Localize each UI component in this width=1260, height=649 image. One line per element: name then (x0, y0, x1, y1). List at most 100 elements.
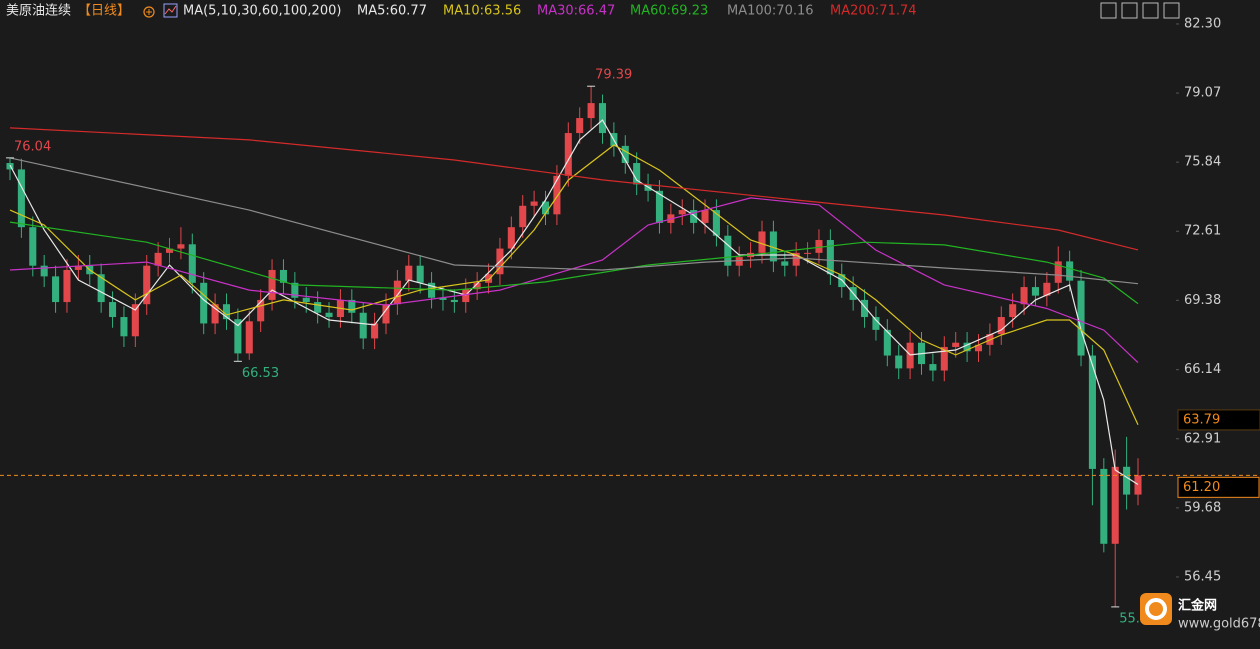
candle-body (268, 269, 276, 300)
candle-body (314, 302, 322, 313)
candle-body (473, 282, 481, 290)
candle-body (17, 169, 25, 228)
candle-body (1043, 282, 1051, 296)
tool-button[interactable] (1163, 2, 1180, 19)
candle-body (393, 280, 401, 305)
candle-body (131, 304, 139, 337)
candle-body (177, 244, 185, 249)
candle-body (29, 227, 37, 266)
candle-body (1134, 475, 1142, 495)
candle-body (690, 210, 698, 223)
candle-body (1031, 287, 1039, 296)
add-icon[interactable] (143, 6, 155, 18)
tool-button[interactable] (1142, 2, 1159, 19)
candle-body (507, 227, 515, 249)
candle-body (1066, 261, 1074, 281)
candle-body (462, 289, 470, 303)
legend-entry: MA30:66.47 (537, 4, 615, 19)
tool-button[interactable] (1100, 2, 1117, 19)
candle-body (895, 355, 903, 369)
y-tick-label: 82.30 (1184, 16, 1221, 31)
candle-body (815, 240, 823, 253)
candle-body (735, 257, 743, 266)
y-tick-label: 72.61 (1184, 224, 1221, 239)
candle-body (940, 346, 948, 371)
ma-line (9, 157, 1139, 285)
logo-icon (1145, 598, 1167, 620)
candle-body (302, 297, 310, 303)
candle-body (74, 265, 82, 270)
candle-body (382, 304, 390, 324)
candle-body (143, 265, 151, 305)
candle-body (952, 342, 960, 347)
ref-price-label: 63.79 (1183, 412, 1220, 427)
candle-body (553, 175, 561, 215)
candle-body (325, 312, 333, 318)
candle-body (1100, 468, 1108, 544)
plot: 82.30 79.07 75.84 72.61 69.38 66.14 62.91 59.68… (0, 16, 1260, 626)
candle-body (655, 190, 663, 223)
y-tick-label: 56.45 (1184, 569, 1221, 584)
indicator-icon[interactable] (163, 3, 178, 18)
candle-body (564, 133, 572, 176)
ma-line (9, 197, 1139, 364)
candle-body (712, 210, 720, 236)
candle-body (1054, 261, 1062, 283)
candle-body (530, 201, 538, 206)
candle-body (804, 252, 812, 254)
candle-body (371, 323, 379, 339)
candle-body (257, 299, 265, 322)
candle-body (792, 252, 800, 266)
extreme-label: 76.04 (14, 139, 51, 154)
candle-body (222, 304, 231, 320)
logo: 汇金网 www.gold678.com (1140, 593, 1260, 632)
candle-body (598, 103, 607, 134)
candle-body (769, 231, 777, 262)
legend-entry: MA10:63.56 (443, 4, 521, 19)
candle-body (576, 118, 584, 134)
candle-body (1123, 466, 1131, 495)
candle-body (416, 265, 424, 283)
candle-body (200, 282, 208, 324)
candle-body (541, 201, 550, 215)
indicator-icon (164, 5, 177, 15)
candle-body (1077, 280, 1085, 356)
ma-label: MA(5,10,30,60,100,200) (183, 4, 341, 19)
candle-body (245, 321, 253, 354)
y-tick-label: 62.91 (1184, 431, 1221, 446)
legend-entry: MA200:71.74 (830, 4, 917, 19)
candle-body (211, 304, 219, 324)
period: 【日线】 (78, 4, 130, 19)
candle-body (234, 319, 242, 354)
candle-body (621, 145, 629, 164)
candle-body (485, 274, 493, 283)
candle-body (348, 299, 356, 313)
candle-body (52, 276, 60, 303)
last-price-box (1177, 476, 1260, 498)
candle-body (291, 282, 299, 298)
logo-url: www.gold678.com (1178, 617, 1260, 632)
ma-line (9, 144, 1139, 426)
extreme-label: 79.39 (595, 68, 632, 83)
last-price-label: 61.20 (1183, 480, 1220, 495)
candle-body (450, 299, 458, 303)
legend-entry: MA60:69.23 (630, 4, 708, 19)
candle-body (929, 364, 937, 371)
legend-entry: MA100:70.16 (727, 4, 814, 19)
y-tick-label: 66.14 (1184, 362, 1221, 377)
candle-body (883, 329, 891, 356)
candle-body (359, 312, 367, 339)
tool-button[interactable] (1121, 2, 1138, 19)
candle-body (63, 269, 71, 303)
candle-body (974, 344, 983, 352)
candle-body (633, 163, 641, 185)
y-tick-label: 69.38 (1184, 293, 1221, 308)
logo-icon (1140, 593, 1172, 625)
candle-body (906, 342, 914, 369)
toolbar (1100, 2, 1180, 19)
candle-body (154, 252, 162, 266)
candle-body (861, 299, 869, 318)
candle-body (1111, 466, 1119, 544)
